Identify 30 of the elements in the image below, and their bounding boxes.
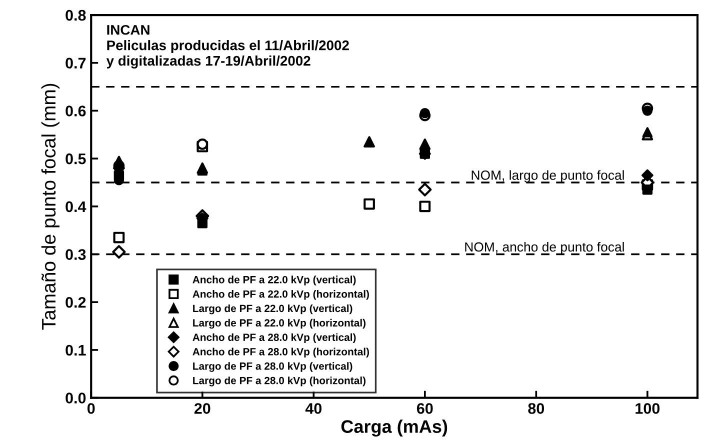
- y-tick-label: 0.2: [66, 296, 86, 308]
- y-tick-label: 0.3: [66, 249, 86, 260]
- annotation: y digitalizadas 17-19/Abril/2002: [106, 56, 310, 69]
- legend-label: Largo de PF a 22.0 kVp (vertical): [193, 304, 352, 314]
- legend-label: Ancho de PF a 28.0 kVp (horizontal): [192, 348, 369, 358]
- legend-label: Largo de PF a 22.0 kVp (horizontal): [193, 318, 366, 329]
- x-tick-label: 80: [528, 403, 544, 414]
- legend-label: Ancho de PF a 22.0 kVp (horizontal): [192, 290, 369, 300]
- y-tick-label: 0.5: [66, 153, 86, 164]
- ref-line-label: NOM, largo de punto focal: [472, 170, 624, 182]
- y-axis-title: Tamaño de punto focal (mm): [41, 84, 60, 330]
- x-tick-label: 100: [636, 403, 660, 414]
- legend-label: Ancho de PF a 22.0 kVp (vertical): [192, 276, 356, 286]
- y-tick-label: 0.0: [66, 392, 86, 404]
- y-tick-label: 0.4: [66, 201, 86, 212]
- annotation: Peliculas producidas el 11/Abril/2002: [107, 40, 349, 54]
- y-tick-label: 0.7: [66, 58, 86, 69]
- y-tick-label: 0.6: [66, 106, 86, 116]
- x-tick-label: 40: [305, 403, 322, 414]
- y-tick-label: 0.1: [66, 344, 86, 356]
- x-tick-label: 60: [416, 403, 433, 414]
- y-tick-label: 0.8: [66, 10, 86, 21]
- ref-line-label: NOM, ancho de punto focal: [465, 242, 624, 254]
- legend-label: Ancho de PF a 28.0 kVp (vertical): [192, 333, 356, 344]
- legend-label: Largo de PF a 28.0 kVp (vertical): [193, 362, 352, 372]
- x-tick-label: 20: [194, 403, 210, 414]
- x-tick-label: 0: [87, 403, 95, 414]
- legend-label: Largo de PF a 28.0 kVp (horizontal): [193, 376, 366, 386]
- x-axis-title: Carga (mAs): [341, 420, 448, 437]
- annotation: INCAN: [107, 24, 150, 35]
